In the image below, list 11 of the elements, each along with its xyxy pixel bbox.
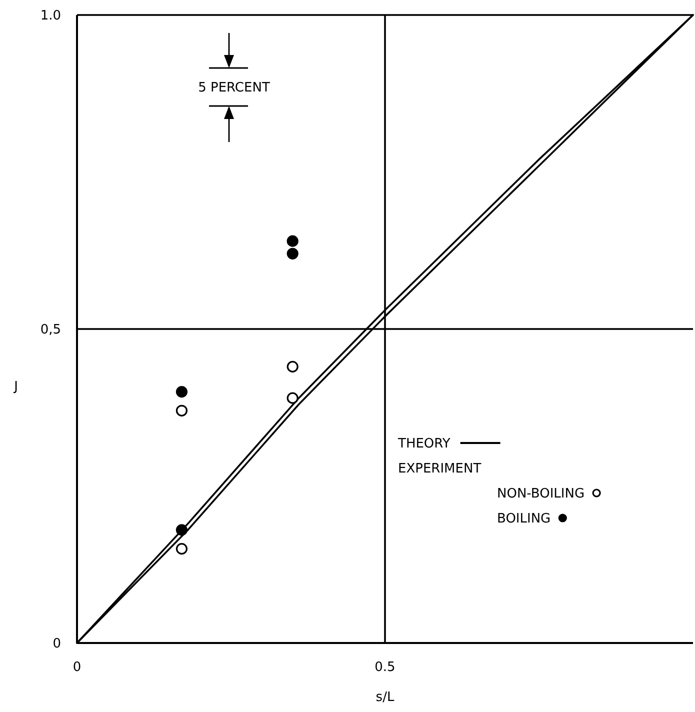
y-tick-label: 1.0	[40, 8, 61, 24]
y-tick-label: 0,5	[40, 322, 61, 338]
x-axis-title: s/L	[376, 690, 395, 705]
x-tick-label: 0.5	[374, 660, 396, 675]
legend-label: NON-BOILING	[497, 486, 585, 502]
y-axis-title: J	[13, 380, 18, 395]
y-tick-label: 0	[52, 636, 61, 652]
annotation: EXPERIMENT	[398, 462, 482, 477]
annotation: 5 PERCENT	[198, 80, 270, 96]
legend-label: THEORY	[397, 436, 450, 452]
legend-label: BOILING	[497, 512, 551, 527]
